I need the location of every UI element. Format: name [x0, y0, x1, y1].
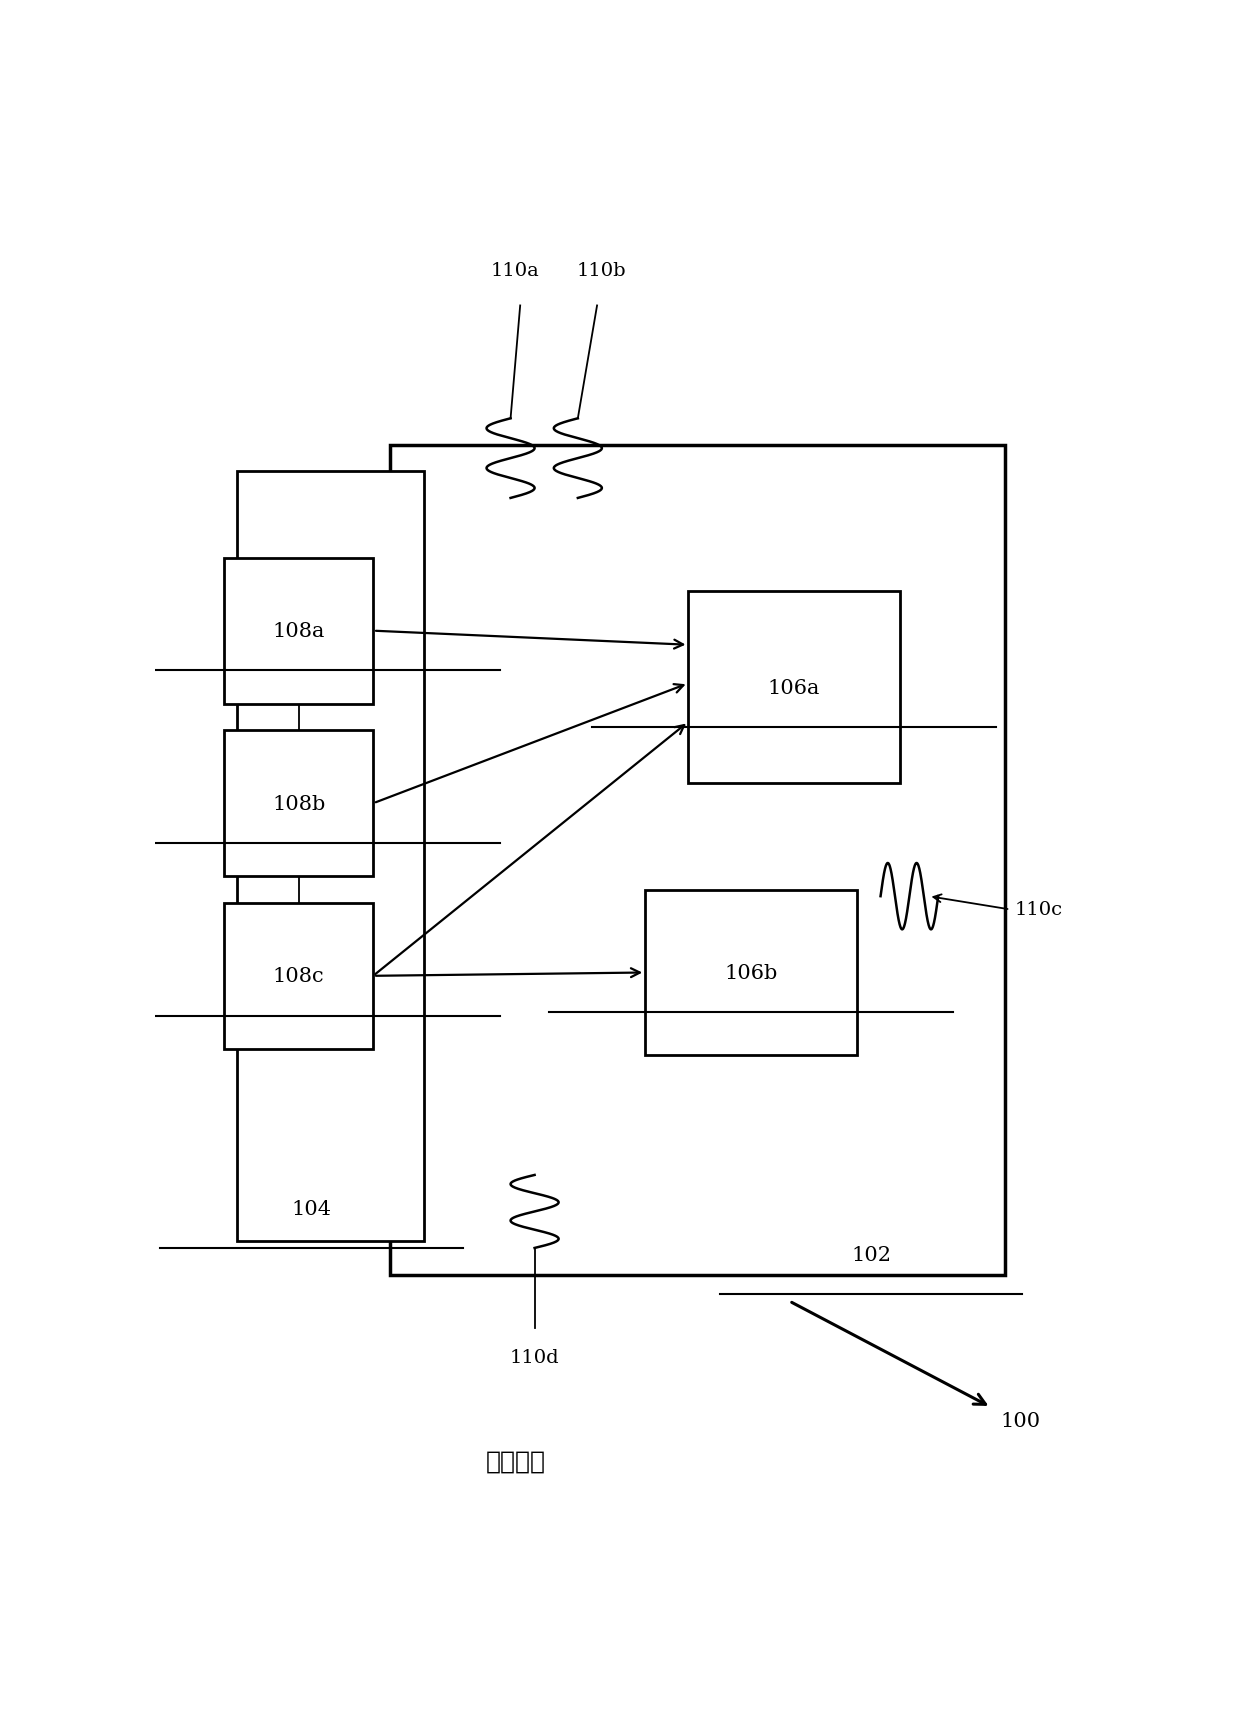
Text: 102: 102: [851, 1246, 892, 1265]
FancyBboxPatch shape: [391, 446, 1006, 1275]
FancyBboxPatch shape: [237, 472, 424, 1242]
Text: 108a: 108a: [273, 622, 325, 641]
Text: 110a: 110a: [491, 262, 539, 279]
Text: 108c: 108c: [273, 967, 325, 986]
Text: 106b: 106b: [724, 963, 777, 982]
Text: 110b: 110b: [577, 262, 626, 279]
Text: 110d: 110d: [510, 1347, 559, 1366]
FancyBboxPatch shape: [224, 558, 373, 705]
FancyBboxPatch shape: [224, 903, 373, 1049]
Text: 现有技术: 现有技术: [485, 1449, 546, 1473]
Text: 106a: 106a: [768, 679, 820, 698]
Text: 104: 104: [291, 1199, 331, 1218]
Text: 100: 100: [1001, 1411, 1040, 1430]
Text: 108b: 108b: [272, 794, 325, 813]
FancyBboxPatch shape: [645, 891, 857, 1056]
FancyBboxPatch shape: [224, 731, 373, 877]
Text: 110c: 110c: [1016, 901, 1063, 918]
FancyBboxPatch shape: [688, 591, 900, 784]
